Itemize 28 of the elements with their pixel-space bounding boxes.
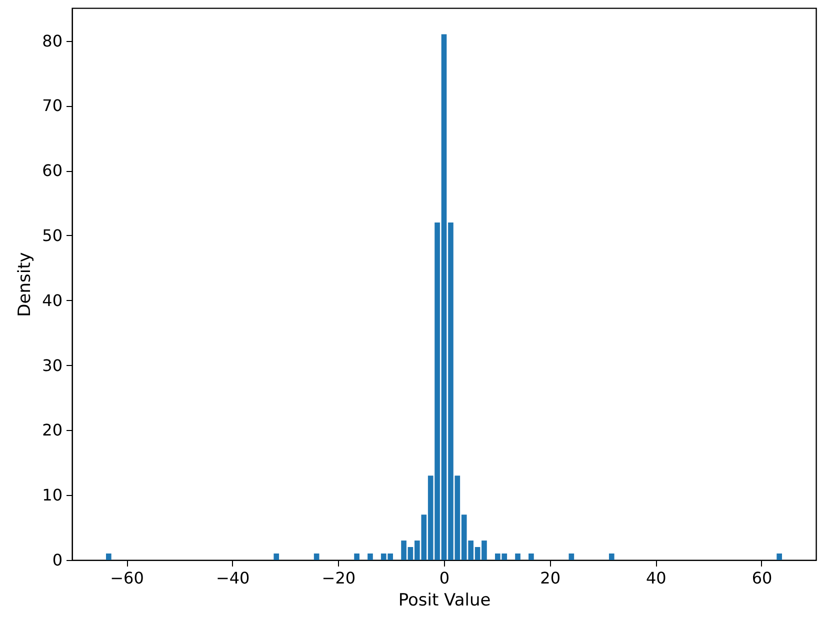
- x-tick-label: 0: [439, 568, 450, 588]
- y-tick-label: 70: [42, 96, 62, 116]
- x-tick-label: −40: [216, 568, 250, 588]
- y-tick-label: 50: [42, 226, 62, 245]
- x-tick-label: 40: [646, 568, 666, 588]
- y-tick-label: 60: [42, 161, 62, 180]
- bar: [314, 554, 320, 560]
- x-tick-label: 20: [540, 568, 561, 588]
- y-tick-label: 80: [42, 31, 62, 50]
- x-tick-label: −20: [322, 568, 356, 588]
- bar: [515, 554, 520, 560]
- y-tick-label: 0: [52, 550, 62, 570]
- bar: [568, 554, 574, 560]
- y-tick-label: 10: [42, 486, 62, 505]
- y-tick-label: 40: [42, 290, 62, 310]
- x-tick-label: 60: [752, 568, 772, 588]
- bar: [368, 554, 373, 560]
- bar: [608, 554, 614, 560]
- bar: [354, 554, 360, 560]
- bar: [106, 554, 112, 560]
- bar: [776, 554, 782, 560]
- y-axis-title: Density: [15, 252, 36, 317]
- bar: [528, 554, 534, 560]
- x-axis-title: Posit Value: [398, 590, 491, 610]
- bar: [274, 554, 280, 560]
- y-tick-label: 30: [42, 356, 62, 375]
- y-tick-label: 20: [42, 420, 62, 440]
- x-tick-label: −60: [110, 568, 144, 588]
